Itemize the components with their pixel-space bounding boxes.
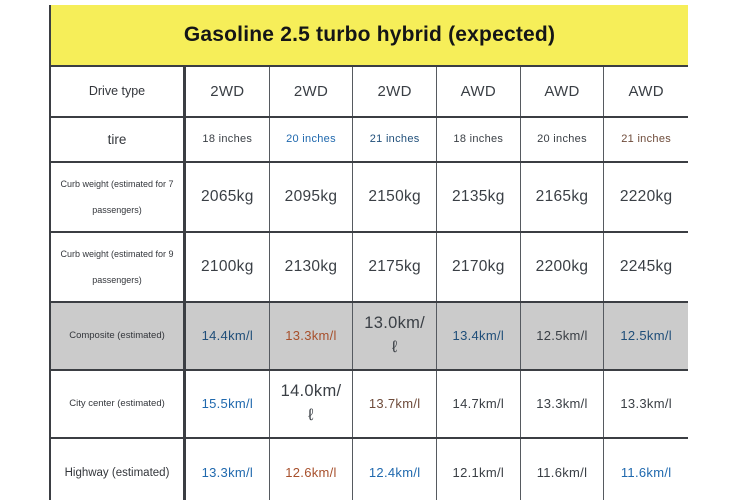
cell-curb-weight-7-col4: 2135kg [437, 163, 521, 231]
row-label-curb-weight-9: Curb weight (estimated for 9 passengers) [51, 233, 186, 301]
table-title-banner: Gasoline 2.5 turbo hybrid (expected) [51, 5, 688, 67]
cell-tire-col6: 21 inches [621, 132, 672, 145]
table-title: Gasoline 2.5 turbo hybrid (expected) [183, 23, 556, 46]
cell-composite-col3: 13.0km/ ℓ [353, 303, 437, 369]
row-label-city-center: City center (estimated) [51, 371, 186, 437]
cell-curb-weight-9-col4: 2170kg [437, 233, 521, 301]
cell-city-center-col5: 13.3km/l [521, 371, 605, 437]
cell-curb-weight-7-col3: 2150kg [353, 163, 437, 231]
cell-curb-weight-7-col1: 2065kg [186, 163, 270, 231]
cell-drive-type-col4: AWD [437, 67, 521, 116]
cell-highway-col3: 12.4km/l [353, 439, 437, 500]
row-tire: tire 18 inches 20 inches 21 inches 18 inches… [51, 118, 688, 163]
spec-table: Gasoline 2.5 turbo hybrid (expected) Dri… [49, 5, 688, 500]
cell-city-center-col4: 14.7km/l [437, 371, 521, 437]
cell-composite-col2: 13.3km/l [270, 303, 354, 369]
cell-curb-weight-9-col6: 2245kg [619, 257, 673, 275]
row-highway: Highway (estimated) 13.3km/l 12.6km/l 12.4k… [51, 439, 688, 500]
cell-composite-col1: 14.4km/l [186, 303, 270, 369]
row-label-highway: Highway (estimated) [51, 439, 186, 500]
cell-curb-weight-7-col5: 2165kg [521, 163, 605, 231]
cell-curb-weight-7-col2: 2095kg [270, 163, 354, 231]
cell-highway-col1: 13.3km/l [186, 439, 270, 500]
cell-city-center-col1: 15.5km/l [186, 371, 270, 437]
row-label-curb-weight-7: Curb weight (estimated for 7 passengers) [51, 163, 186, 231]
cell-city-center-col6: 13.3km/l [620, 395, 672, 411]
cell-drive-type-col1: 2WD [186, 67, 270, 116]
row-curb-weight-9: Curb weight (estimated for 9 passengers)… [51, 233, 688, 303]
cell-drive-type-col2: 2WD [270, 67, 354, 116]
cell-curb-weight-7-col6: 2220kg [619, 187, 673, 205]
cell-tire-col4: 18 inches [437, 118, 521, 161]
row-label-drive-type: Drive type [51, 67, 186, 116]
cell-drive-type-col3: 2WD [353, 67, 437, 116]
cell-curb-weight-9-col3: 2175kg [353, 233, 437, 301]
row-drive-type: Drive type 2WD 2WD 2WD AWD AWD AWD [51, 67, 688, 118]
cell-curb-weight-9-col2: 2130kg [270, 233, 354, 301]
spec-table-body: Drive type 2WD 2WD 2WD AWD AWD AWD tire 18 inche… [51, 67, 688, 500]
row-label-composite: Composite (estimated) [51, 303, 186, 369]
row-city-center: City center (estimated) 15.5km/l 14.0km/ ℓ… [51, 371, 688, 439]
cell-highway-col6: 11.6km/l [620, 464, 672, 480]
cell-city-center-col3: 13.7km/l [353, 371, 437, 437]
cell-tire-col5: 20 inches [521, 118, 605, 161]
cell-composite-col5: 12.5km/l [521, 303, 605, 369]
cell-city-center-col2: 14.0km/ ℓ [270, 371, 354, 437]
row-label-tire: tire [51, 118, 186, 161]
row-composite: Composite (estimated) 14.4km/l 13.3km/l 13.… [51, 303, 688, 371]
cell-curb-weight-9-col5: 2200kg [521, 233, 605, 301]
cell-curb-weight-9-col1: 2100kg [186, 233, 270, 301]
cell-highway-col4: 12.1km/l [437, 439, 521, 500]
row-curb-weight-7: Curb weight (estimated for 7 passengers)… [51, 163, 688, 233]
cell-tire-col2: 20 inches [270, 118, 354, 161]
cell-highway-col5: 11.6km/l [521, 439, 605, 500]
cell-composite-col4: 13.4km/l [437, 303, 521, 369]
cell-tire-col1: 18 inches [186, 118, 270, 161]
cell-drive-type-col6: AWD [628, 82, 664, 100]
cell-tire-col3: 21 inches [353, 118, 437, 161]
cell-drive-type-col5: AWD [521, 67, 605, 116]
cell-highway-col2: 12.6km/l [270, 439, 354, 500]
cell-composite-col6: 12.5km/l [620, 327, 672, 343]
